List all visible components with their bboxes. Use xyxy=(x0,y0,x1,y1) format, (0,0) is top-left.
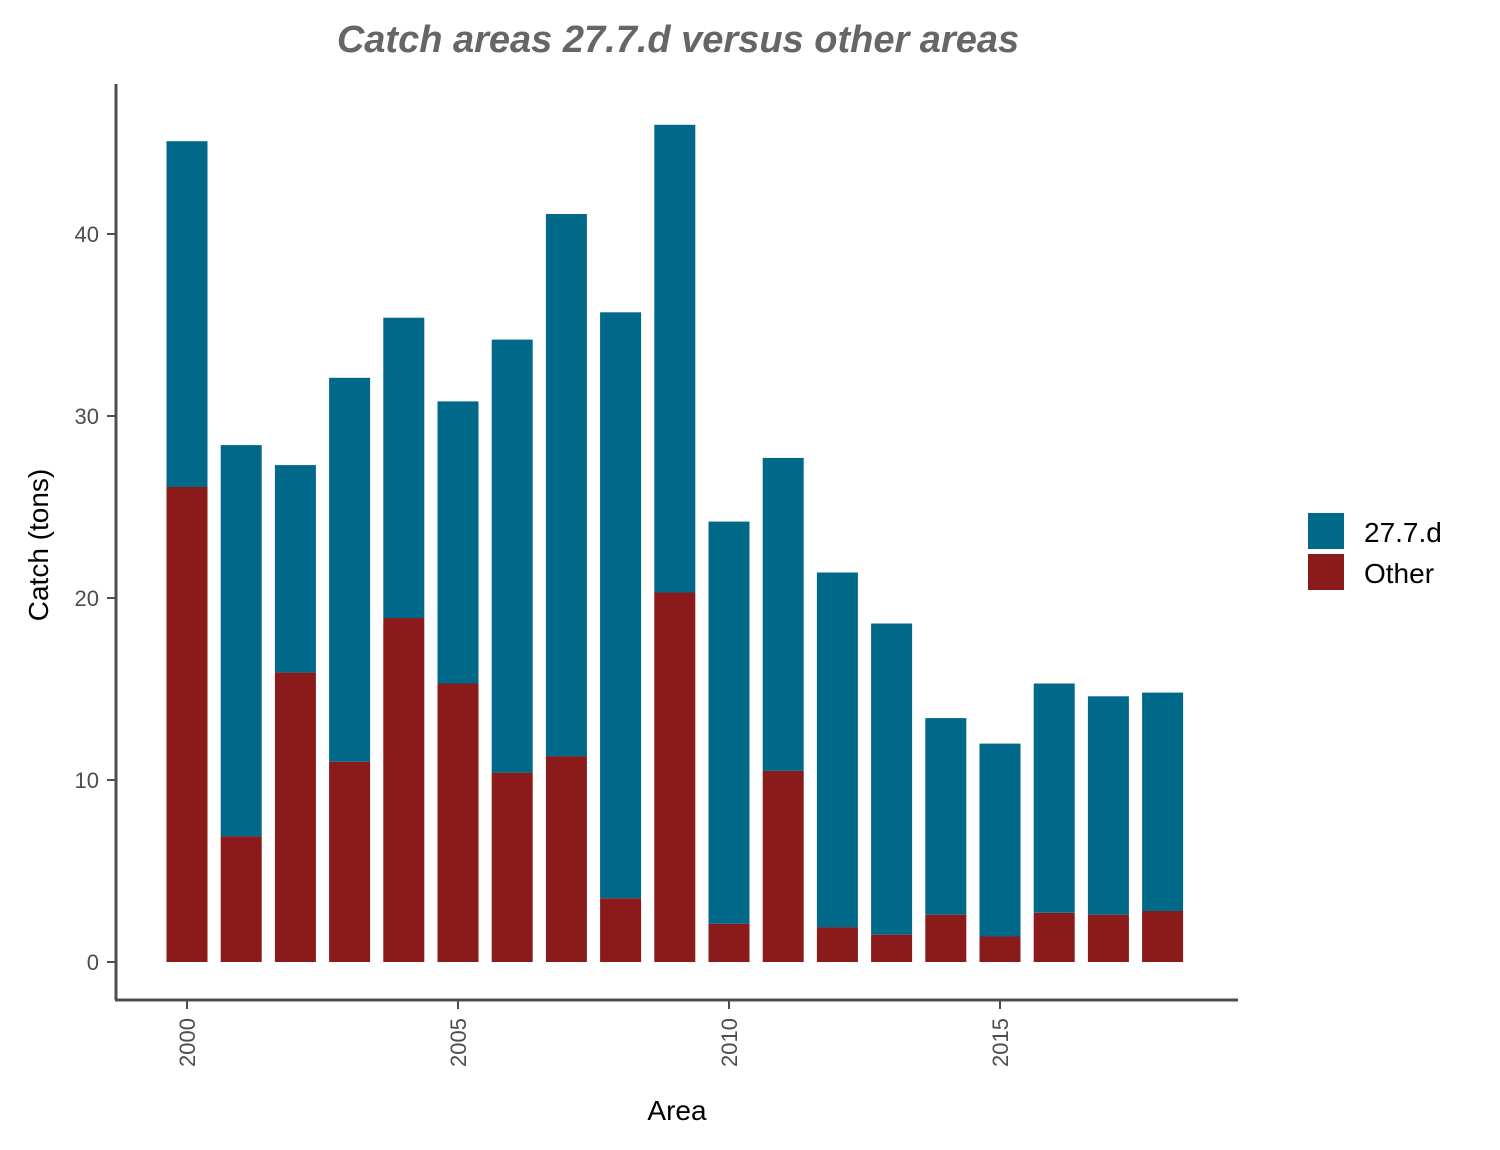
bar-other-2013 xyxy=(871,934,913,962)
bar-other-2011 xyxy=(762,770,804,962)
legend-key-277d xyxy=(1308,513,1344,549)
bar-other-2005 xyxy=(437,683,479,962)
y-tick-label-10: 10 xyxy=(75,768,99,793)
bar-other-2008 xyxy=(600,898,642,962)
legend-label-Other: Other xyxy=(1364,558,1434,589)
bar-277d-2014 xyxy=(925,718,967,915)
bar-277d-2009 xyxy=(654,124,696,593)
bar-other-2002 xyxy=(274,672,316,962)
x-tick-label-2015: 2015 xyxy=(988,1018,1013,1067)
x-ticks-group: 2000 2005 2010 2015 xyxy=(175,1000,1013,1067)
bar-other-2010 xyxy=(708,923,750,962)
bar-other-2018 xyxy=(1142,911,1184,962)
bar-other-2015 xyxy=(979,936,1021,962)
y-tick-label-30: 30 xyxy=(75,404,99,429)
bar-other-2012 xyxy=(816,927,858,962)
y-tick-label-40: 40 xyxy=(75,222,99,247)
bar-other-2014 xyxy=(925,914,967,962)
bar-277d-2011 xyxy=(762,457,804,771)
bar-277d-2013 xyxy=(871,623,913,935)
y-axis-label: Catch (tons) xyxy=(23,469,54,622)
bar-other-2009 xyxy=(654,592,696,962)
x-tick-label-2005: 2005 xyxy=(446,1018,471,1067)
bar-277d-2005 xyxy=(437,401,479,684)
bar-other-2001 xyxy=(220,836,262,962)
bar-277d-2003 xyxy=(329,377,371,762)
y-tick-label-0: 0 xyxy=(87,950,99,975)
y-ticks-group: 0 10 20 30 40 xyxy=(75,222,116,975)
bar-other-2017 xyxy=(1087,914,1129,962)
legend-key-Other xyxy=(1308,554,1344,590)
bar-277d-2017 xyxy=(1087,696,1129,915)
bar-other-2007 xyxy=(545,756,587,962)
y-tick-label-20: 20 xyxy=(75,586,99,611)
bar-277d-2008 xyxy=(600,312,642,899)
bar-277d-2006 xyxy=(491,339,533,773)
bar-other-2000 xyxy=(166,487,208,962)
bar-277d-2012 xyxy=(816,572,858,928)
bar-277d-2015 xyxy=(979,743,1021,937)
bar-277d-2016 xyxy=(1033,683,1075,913)
bar-277d-2010 xyxy=(708,521,750,924)
bar-277d-2018 xyxy=(1142,692,1184,911)
bar-other-2016 xyxy=(1033,912,1075,962)
bar-277d-2001 xyxy=(220,445,262,837)
legend-label-277d: 27.7.d xyxy=(1364,517,1442,548)
bars-group xyxy=(166,124,1184,962)
bar-277d-2007 xyxy=(545,214,587,757)
x-axis-label: Area xyxy=(647,1095,707,1126)
bar-other-2004 xyxy=(383,618,425,962)
x-tick-label-2000: 2000 xyxy=(175,1018,200,1067)
bar-277d-2004 xyxy=(383,317,425,618)
legend: 27.7.d Other xyxy=(1308,513,1442,590)
bar-other-2003 xyxy=(329,761,371,962)
bar-other-2006 xyxy=(491,772,533,962)
chart-title: Catch areas 27.7.d versus other areas xyxy=(337,19,1019,61)
bar-277d-2002 xyxy=(274,465,316,673)
x-tick-label-2010: 2010 xyxy=(717,1018,742,1067)
bar-277d-2000 xyxy=(166,141,208,487)
